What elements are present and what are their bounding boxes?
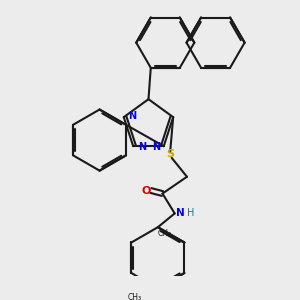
Text: S: S — [166, 149, 174, 159]
Text: H: H — [187, 208, 194, 218]
Text: N: N — [128, 111, 136, 121]
Text: N: N — [176, 208, 185, 218]
Text: N: N — [138, 142, 146, 152]
Text: CH₃: CH₃ — [158, 229, 172, 238]
Text: CH₃: CH₃ — [127, 293, 141, 300]
Text: N: N — [152, 142, 160, 152]
Text: O: O — [141, 185, 151, 196]
